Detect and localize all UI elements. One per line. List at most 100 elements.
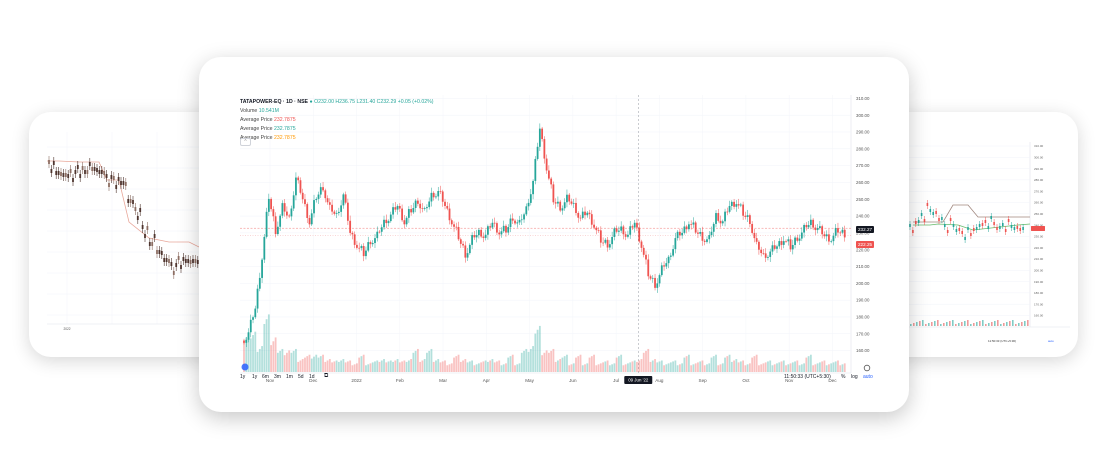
candle-body — [500, 231, 503, 235]
crosshair-date-badge — [624, 376, 653, 384]
crosshair-date-label: 09 Jun '22 — [628, 378, 649, 383]
volume-bar — [746, 364, 749, 372]
volume-bar — [333, 361, 336, 372]
candle-body — [351, 232, 354, 235]
left-candle-body — [67, 174, 70, 178]
right-candle-body — [917, 220, 920, 223]
volume-bar — [823, 360, 826, 372]
volume-label: Volume — [240, 108, 258, 114]
candle-body — [468, 244, 471, 254]
candle-body — [342, 194, 345, 206]
volume-bar — [279, 350, 282, 372]
volume-bar — [595, 365, 598, 372]
volume-bar — [534, 333, 537, 372]
right-price-tick: 240.00 — [1034, 223, 1044, 227]
volume-bar — [288, 350, 291, 372]
auto-toggle[interactable]: auto — [863, 374, 873, 380]
main-price-chart[interactable]: 310.00 300.00 290.00 280.00 270.00 260.00 250.… — [199, 57, 909, 412]
volume-bar — [834, 361, 837, 372]
volume-bar — [758, 365, 760, 372]
volume-bar — [306, 356, 309, 372]
right-auto-toggle: auto — [1048, 339, 1054, 343]
volume-bar — [809, 354, 812, 372]
volume-bar — [315, 354, 318, 372]
volume-bar — [672, 361, 675, 372]
right-volume-bar — [1003, 323, 1005, 326]
range-1d[interactable]: 1d — [309, 374, 315, 380]
volume-bar — [459, 361, 462, 372]
right-volume-bar — [910, 324, 912, 326]
candle-body — [525, 206, 528, 215]
right-volume-bar — [976, 322, 978, 326]
volume-bar — [455, 356, 458, 372]
left-candle-body — [127, 199, 130, 203]
range-1m[interactable]: 1m — [286, 374, 293, 380]
time-tick-label: Jun — [569, 378, 577, 383]
candle-body — [405, 217, 408, 225]
candle-body — [771, 245, 774, 252]
right-volume-bar — [949, 321, 951, 326]
range-6m[interactable]: 6m — [262, 374, 269, 380]
goto-date-icon[interactable]: ⧉ — [324, 373, 329, 379]
right-candle-body — [923, 219, 926, 222]
candle-body — [380, 227, 383, 232]
volume-bar — [437, 359, 440, 372]
candle-body — [712, 223, 715, 232]
candle-body — [800, 232, 803, 239]
candle-body — [692, 222, 695, 225]
log-toggle[interactable]: log — [851, 374, 858, 380]
candle-body — [322, 187, 324, 191]
volume-bar — [814, 364, 817, 372]
volume-bar — [688, 354, 690, 372]
candle-body — [627, 234, 629, 237]
candle-body — [642, 247, 645, 255]
candle-body — [288, 215, 291, 217]
volume-bar — [586, 363, 589, 372]
candle-body — [699, 231, 702, 234]
left-candle-body — [86, 170, 89, 174]
time-tick-label: Nov — [785, 378, 794, 383]
percent-toggle[interactable]: % — [841, 374, 846, 380]
candle-body — [419, 203, 422, 209]
price-tick-label: 180.00 — [856, 315, 870, 320]
volume-bar — [559, 359, 562, 372]
collapse-legend-icon[interactable]: ⌃ — [240, 138, 251, 146]
volume-bar — [394, 360, 397, 372]
time-tick-label: Nov — [266, 378, 275, 383]
candle-body — [746, 215, 749, 217]
candle-body — [780, 241, 783, 245]
price-tick-label: 170.00 — [856, 331, 870, 336]
volume-bar — [631, 361, 634, 372]
candle-body — [559, 201, 562, 211]
volume-bar — [340, 360, 343, 372]
candle-body — [450, 220, 453, 225]
right-candle-body — [999, 226, 1001, 229]
range-1y-a[interactable]: 1y — [240, 374, 246, 380]
candle-body — [346, 202, 349, 221]
candle-body — [281, 203, 284, 216]
volume-bar — [773, 364, 776, 372]
volume-bar — [588, 357, 591, 372]
candle-body — [828, 234, 830, 242]
candle-body — [717, 213, 720, 221]
price-tick-label: 250.00 — [856, 197, 870, 202]
volume-bar — [552, 348, 555, 372]
volume-bar — [496, 361, 498, 372]
chart-legend: TATAPOWER-EQ · 1D · NSE ● O232.00 H236.7… — [240, 99, 434, 141]
volume-bar — [791, 362, 794, 372]
volume-bar — [717, 365, 720, 372]
volume-bar — [371, 362, 374, 372]
range-1y-b[interactable]: 1y — [252, 374, 258, 380]
candle-body — [830, 241, 833, 242]
range-5d[interactable]: 5d — [298, 374, 304, 380]
candle-body — [825, 234, 828, 237]
candle-body — [575, 202, 577, 213]
volume-bar — [627, 363, 629, 372]
candle-body — [608, 244, 611, 248]
volume-bar — [487, 361, 489, 372]
candle-body — [337, 211, 340, 214]
volume-bar — [604, 361, 607, 372]
candle-body — [611, 237, 614, 245]
range-3m[interactable]: 3m — [274, 374, 281, 380]
price-tick-label: 200.00 — [856, 281, 870, 286]
